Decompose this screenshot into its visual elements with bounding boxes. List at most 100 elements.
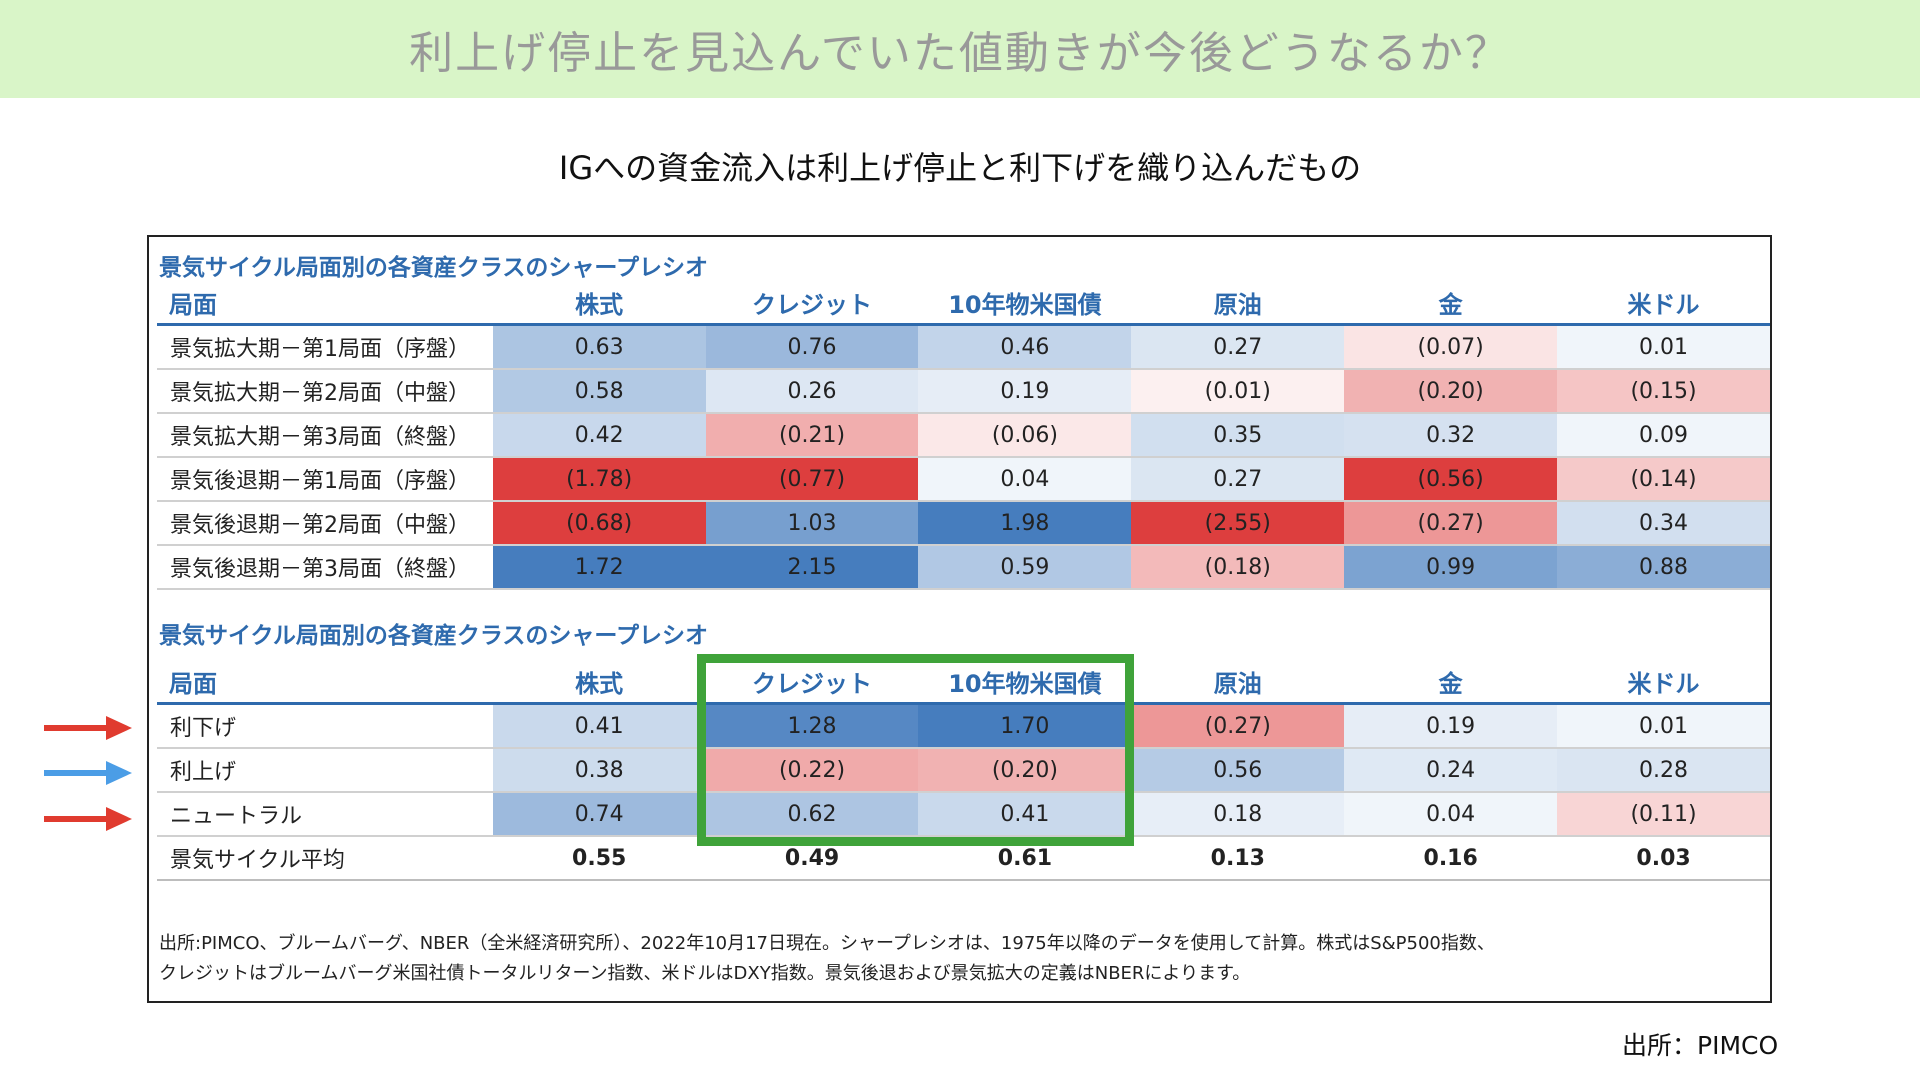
value-cell: 0.46 xyxy=(918,324,1132,370)
value-cell: 0.99 xyxy=(1344,545,1558,590)
row-label: 景気後退期－第1局面（序盤） xyxy=(157,457,493,502)
value-cell: 0.56 xyxy=(1131,748,1345,793)
row-label: 景気拡大期－第3局面（終盤） xyxy=(157,413,493,458)
value-cell: (0.07) xyxy=(1344,324,1558,370)
table1-title: 景気サイクル局面別の各資産クラスのシャープレシオ xyxy=(159,255,709,281)
value-cell: 0.03 xyxy=(1557,836,1770,881)
column-header: 金 xyxy=(1344,281,1558,326)
column-header: 米ドル xyxy=(1557,281,1770,326)
table-row: 景気後退期－第3局面（終盤） 1.72 2.15 0.59 (0.18) 0.99 0.88 xyxy=(157,545,1770,590)
column-header: 10年物米国債 xyxy=(918,281,1132,326)
value-cell: 0.59 xyxy=(918,545,1132,590)
footnote: 出所:PIMCO、ブルームバーグ、NBER（全米経済研究所）、2022年10月1… xyxy=(159,929,1759,989)
red-arrow-icon xyxy=(44,807,132,831)
column-header: 米ドル xyxy=(1557,660,1770,705)
column-header: 原油 xyxy=(1131,660,1345,705)
value-cell: 0.76 xyxy=(705,324,919,370)
table-row: 景気後退期－第1局面（序盤） (1.78) (0.77) 0.04 0.27 (0.56)… xyxy=(157,457,1770,502)
value-cell: 0.49 xyxy=(705,836,919,881)
value-cell: 1.72 xyxy=(492,545,706,590)
table-row: 利上げ 0.38 (0.22) (0.20) 0.56 0.24 0.28 xyxy=(157,748,1770,793)
value-cell: 0.26 xyxy=(705,369,919,414)
column-header: 金 xyxy=(1344,660,1558,705)
banner-title: 利上げ停止を見込んでいた値動きが今後どうなるか？ xyxy=(409,28,1511,79)
value-cell: 0.55 xyxy=(492,836,706,881)
value-cell: 0.04 xyxy=(1344,792,1558,837)
average-row: 景気サイクル平均 0.55 0.49 0.61 0.13 0.16 0.03 xyxy=(157,836,1770,881)
table-row: 景気拡大期－第1局面（序盤） 0.63 0.76 0.46 0.27 (0.07) 0.01 xyxy=(157,324,1770,370)
row-label: 景気後退期－第2局面（中盤） xyxy=(157,501,493,546)
value-cell: (0.20) xyxy=(918,748,1132,793)
row-label: 景気拡大期－第1局面（序盤） xyxy=(157,324,493,370)
value-cell: (0.01) xyxy=(1131,369,1345,414)
value-cell: 0.38 xyxy=(492,748,706,793)
value-cell: (0.11) xyxy=(1557,792,1770,837)
value-cell: (2.55) xyxy=(1131,501,1345,546)
value-cell: 0.35 xyxy=(1131,413,1345,458)
value-cell: (0.27) xyxy=(1131,703,1345,749)
value-cell: 1.98 xyxy=(918,501,1132,546)
value-cell: (0.22) xyxy=(705,748,919,793)
value-cell: 0.32 xyxy=(1344,413,1558,458)
value-cell: 0.61 xyxy=(918,836,1132,881)
value-cell: 0.27 xyxy=(1131,324,1345,370)
table-row: ニュートラル 0.74 0.62 0.41 0.18 0.04 (0.11) xyxy=(157,792,1770,837)
value-cell: 0.41 xyxy=(918,792,1132,837)
column-header: 原油 xyxy=(1131,281,1345,326)
source-note: 出所：PIMCO xyxy=(1622,1031,1779,1060)
row-label: 利下げ xyxy=(157,703,493,749)
value-cell: (1.78) xyxy=(492,457,706,502)
value-cell: 1.70 xyxy=(918,703,1132,749)
footnote-line-2: クレジットはブルームバーグ米国社債トータルリターン指数、米ドルはDXY指数。景気… xyxy=(159,963,1251,984)
value-cell: 0.74 xyxy=(492,792,706,837)
table2-title: 景気サイクル局面別の各資産クラスのシャープレシオ xyxy=(159,623,709,649)
column-header: クレジット xyxy=(705,281,919,326)
value-cell: 0.27 xyxy=(1131,457,1345,502)
value-cell: 0.34 xyxy=(1557,501,1770,546)
value-cell: (0.15) xyxy=(1557,369,1770,414)
value-cell: 0.62 xyxy=(705,792,919,837)
value-cell: 0.19 xyxy=(918,369,1132,414)
table-row: 景気拡大期－第3局面（終盤） 0.42 (0.21) (0.06) 0.35 0.32 0.… xyxy=(157,413,1770,458)
column-header: 株式 xyxy=(492,660,706,705)
value-cell: 0.41 xyxy=(492,703,706,749)
value-cell: 0.13 xyxy=(1131,836,1345,881)
sharpe-table-cycle: 局面 株式 クレジット 10年物米国債 原油金米ドル 景気拡大期－第1局面（序盤） 0.6… xyxy=(157,281,1770,590)
blue-arrow-icon xyxy=(44,761,132,785)
value-cell: 0.01 xyxy=(1557,324,1770,370)
value-cell: (0.56) xyxy=(1344,457,1558,502)
row-label: ニュートラル xyxy=(157,792,493,837)
value-cell: 1.03 xyxy=(705,501,919,546)
row-label: 景気後退期－第3局面（終盤） xyxy=(157,545,493,590)
value-cell: 0.19 xyxy=(1344,703,1558,749)
value-cell: 0.18 xyxy=(1131,792,1345,837)
value-cell: 0.58 xyxy=(492,369,706,414)
column-header-phase: 局面 xyxy=(157,281,493,326)
red-arrow-icon xyxy=(44,716,132,740)
value-cell: (0.14) xyxy=(1557,457,1770,502)
column-header: 10年物米国債 xyxy=(918,660,1132,705)
sharpe-table-policy: 局面 株式 クレジット 10年物米国債 原油金米ドル 利下げ 0.41 1.28 1.70 (0… xyxy=(157,660,1770,881)
column-header: クレジット xyxy=(705,660,919,705)
value-cell: (0.77) xyxy=(705,457,919,502)
table-row: 景気拡大期－第2局面（中盤） 0.58 0.26 0.19 (0.01) (0.20) (0… xyxy=(157,369,1770,414)
value-cell: 0.01 xyxy=(1557,703,1770,749)
value-cell: 0.63 xyxy=(492,324,706,370)
value-cell: (0.21) xyxy=(705,413,919,458)
footnote-line-1: 出所:PIMCO、ブルームバーグ、NBER（全米経済研究所）、2022年10月1… xyxy=(159,933,1495,954)
value-cell: 0.42 xyxy=(492,413,706,458)
table-row: 利下げ 0.41 1.28 1.70 (0.27) 0.19 0.01 xyxy=(157,703,1770,749)
value-cell: 0.28 xyxy=(1557,748,1770,793)
value-cell: 1.28 xyxy=(705,703,919,749)
value-cell: (0.27) xyxy=(1344,501,1558,546)
row-label: 景気サイクル平均 xyxy=(157,836,493,881)
table-row: 景気後退期－第2局面（中盤） (0.68) 1.03 1.98 (2.55) (0.27)… xyxy=(157,501,1770,546)
sharpe-ratio-panel: 景気サイクル局面別の各資産クラスのシャープレシオ 局面 株式 クレジット 10年物米国… xyxy=(147,235,1772,1003)
column-header: 株式 xyxy=(492,281,706,326)
value-cell: 0.16 xyxy=(1344,836,1558,881)
value-cell: 2.15 xyxy=(705,545,919,590)
slide-subtitle: IGへの資金流入は利上げ停止と利下げを織り込んだもの xyxy=(558,149,1362,187)
value-cell: (0.68) xyxy=(492,501,706,546)
value-cell: 0.88 xyxy=(1557,545,1770,590)
value-cell: (0.20) xyxy=(1344,369,1558,414)
